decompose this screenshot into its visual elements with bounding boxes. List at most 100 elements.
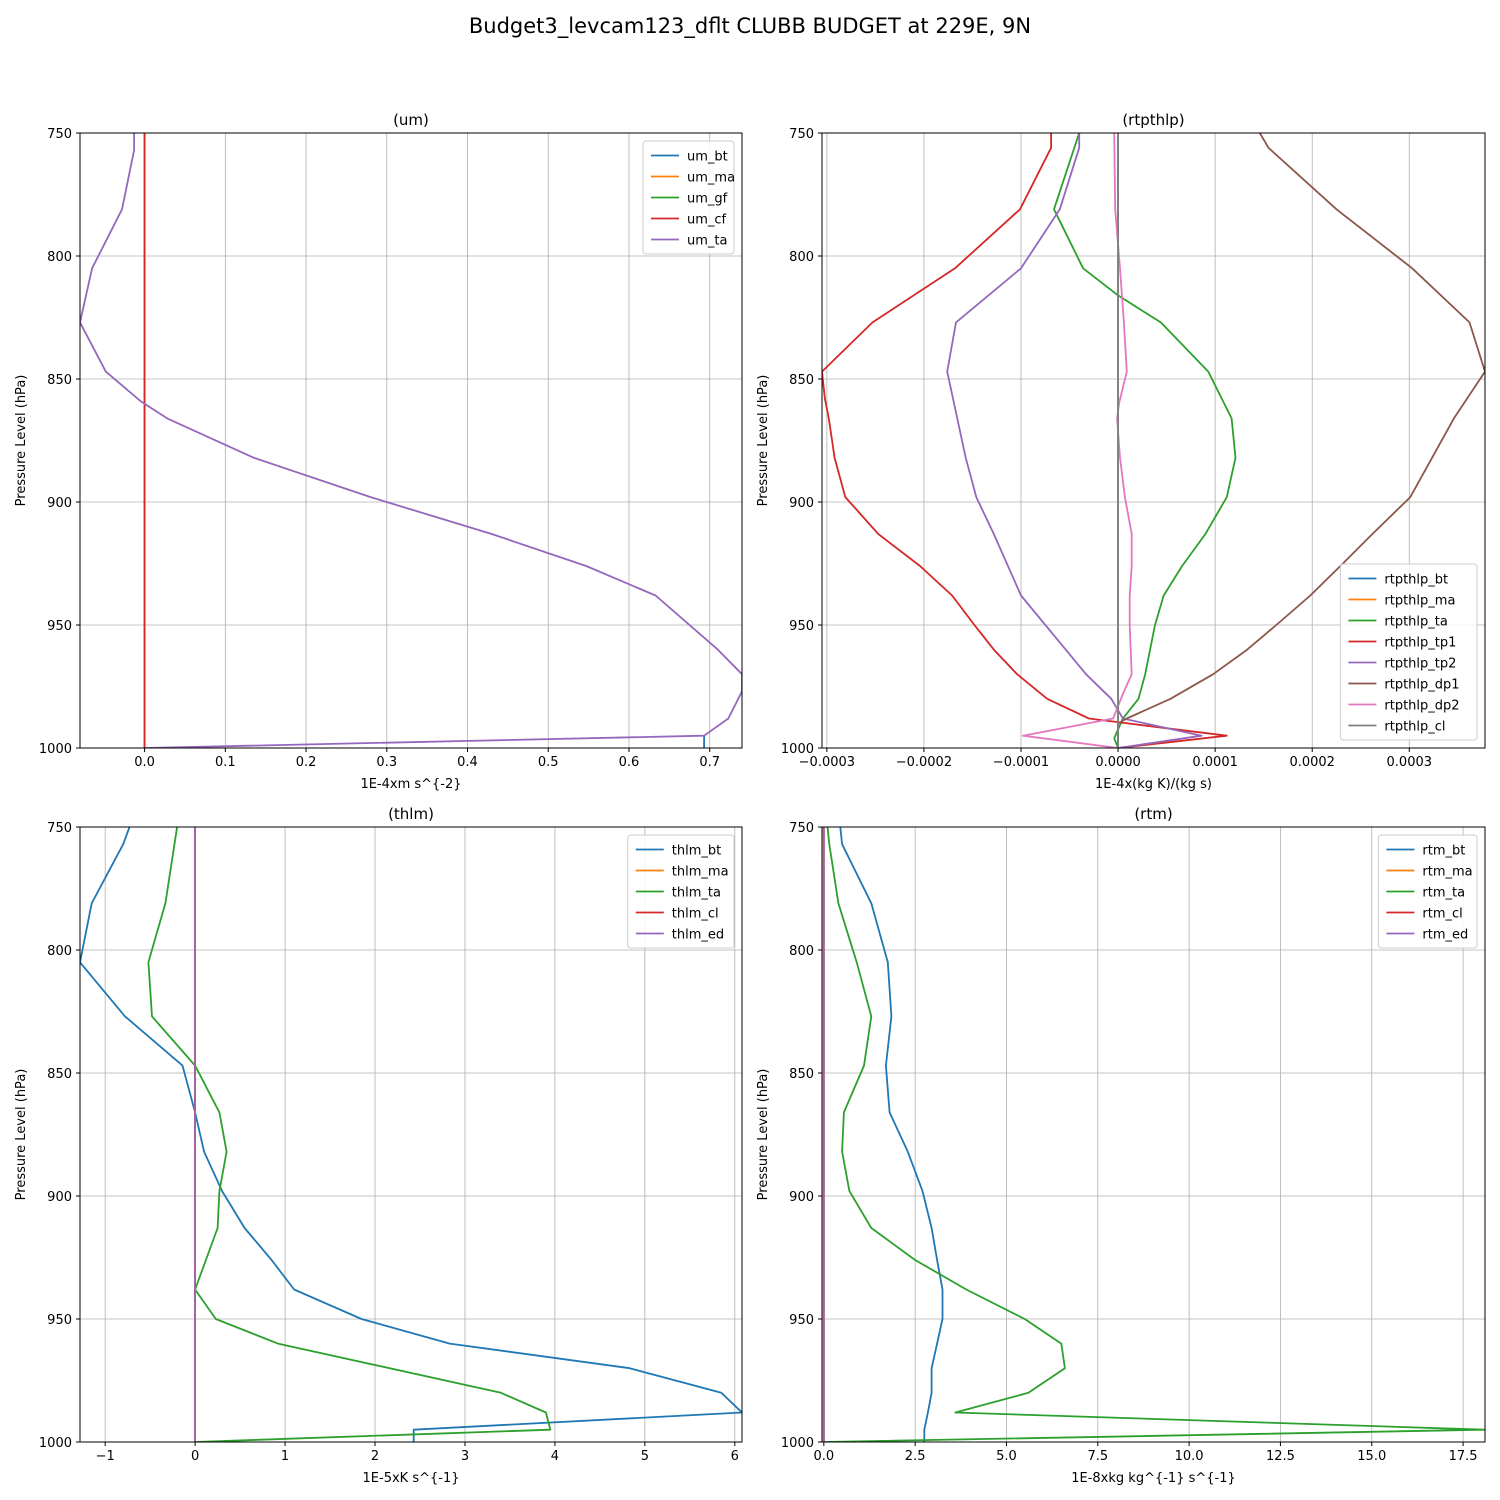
- x-tick-label: 0.5: [538, 755, 559, 770]
- x-tick-label: 0.0001: [1192, 755, 1238, 770]
- y-tick-label: 850: [789, 1067, 814, 1082]
- y-tick-label: 800: [789, 250, 814, 265]
- x-tick-label: −0.0002: [896, 755, 952, 770]
- x-tick-label: 0.0000: [1095, 755, 1141, 770]
- y-axis-label: Pressure Level (hPa): [756, 375, 771, 507]
- series-line-thlm_bt: [80, 827, 742, 1442]
- panel-rtpthlp: −0.0003 −0.0002 −0.0001 0.0000 0.0001 0.0002 0…: [756, 111, 1486, 792]
- x-tick-label: 0: [191, 1449, 199, 1464]
- y-axis-label: Pressure Level (hPa): [14, 375, 29, 507]
- legend-rtpthlp: rtpthlp_bt rtpthlp_ma rtpthlp_ta rtpthlp_tp…: [1339, 563, 1478, 741]
- x-tick-label: 15.0: [1357, 1449, 1386, 1464]
- y-tick-label: 800: [47, 944, 72, 959]
- legend-label-um_ma: um_ma: [687, 171, 735, 186]
- legend-label-rtpthlp_bt: rtpthlp_bt: [1384, 573, 1448, 588]
- legend-box: [642, 140, 735, 255]
- x-tick-label: 0.4: [457, 755, 478, 770]
- series-line-rtpthlp_tp1: [822, 133, 1228, 748]
- panel-rtm: 0.0 2.5 5.0 7.5 10.0 12.5 15.0 17.5 750 800 850 900…: [756, 805, 1486, 1486]
- legend-label-rtm_ed: rtm_ed: [1422, 928, 1468, 943]
- x-tick-label: 0.6: [619, 755, 640, 770]
- legend-rtm: rtm_bt rtm_ma rtm_ta rtm_cl rtm_ed: [1377, 834, 1478, 949]
- grid-thlm: [80, 826, 742, 1443]
- x-tick-label: 0.0003: [1387, 755, 1433, 770]
- x-axis-label: 1E-4xm s^{-2}: [360, 777, 461, 792]
- figure-title: Budget3_levcam123_dflt CLUBB BUDGET at 2…: [468, 14, 1032, 38]
- y-tick-label: 900: [47, 496, 72, 511]
- x-axis-label: 1E-4x(kg K)/(kg s): [1095, 777, 1212, 792]
- x-tick-label: 0.1: [215, 755, 236, 770]
- x-tick-label: −0.0001: [993, 755, 1049, 770]
- series-line-rtm_ta: [823, 827, 1485, 1442]
- y-axis-label: Pressure Level (hPa): [756, 1069, 771, 1201]
- series-group-thlm: [80, 827, 742, 1442]
- plot-frame: [821, 132, 1486, 749]
- x-tick-label: −0.0003: [799, 755, 855, 770]
- y-tick-label: 950: [47, 1313, 72, 1328]
- legend-label-rtm_ta: rtm_ta: [1422, 886, 1465, 901]
- series-line-rtm_bt: [839, 827, 944, 1442]
- y-tick-label: 850: [47, 1067, 72, 1082]
- panel-title: (um): [393, 111, 429, 129]
- legend-label-thlm_ed: thlm_ed: [672, 928, 724, 943]
- y-tick-label: 900: [789, 496, 814, 511]
- x-tick-label: 7.5: [1087, 1449, 1108, 1464]
- plot-frame: [79, 826, 743, 1443]
- legend-label-um_bt: um_bt: [687, 150, 728, 165]
- y-tick-label: 750: [47, 821, 72, 836]
- legend-label-rtm_bt: rtm_bt: [1422, 844, 1465, 859]
- x-tick-label: 4: [551, 1449, 559, 1464]
- legend-label-rtpthlp_dp2: rtpthlp_dp2: [1384, 699, 1459, 714]
- y-tick-label: 850: [789, 373, 814, 388]
- legend-label-rtpthlp_tp2: rtpthlp_tp2: [1384, 657, 1456, 672]
- legend-label-um_cf: um_cf: [687, 213, 727, 228]
- legend-label-thlm_ma: thlm_ma: [672, 865, 729, 880]
- x-tick-label: 1: [281, 1449, 289, 1464]
- panel-thlm: −1 0 1 2 3 4 5 6 750 800 850 900 950 1000 (thlm) 1E-5xK…: [14, 805, 743, 1486]
- y-tick-label: 900: [47, 1190, 72, 1205]
- x-tick-label: 3: [461, 1449, 469, 1464]
- x-axis-label: 1E-5xK s^{-1}: [363, 1471, 460, 1486]
- legend-label-um_ta: um_ta: [687, 234, 727, 249]
- x-tick-label: 2: [371, 1449, 379, 1464]
- y-tick-label: 1000: [781, 1436, 814, 1451]
- panel-title: (thlm): [388, 805, 434, 823]
- series-line-rtpthlp_ta: [1053, 133, 1237, 748]
- series-line-rtpthlp_dp1: [1117, 133, 1485, 748]
- plot-frame: [821, 826, 1486, 1443]
- y-tick-label: 1000: [39, 742, 72, 757]
- x-tick-label: 0.7: [699, 755, 720, 770]
- panel-title: (rtpthlp): [1122, 111, 1184, 129]
- y-axis-label: Pressure Level (hPa): [14, 1069, 29, 1201]
- series-group-rtpthlp: [822, 133, 1485, 748]
- legend-label-rtpthlp_cl: rtpthlp_cl: [1384, 720, 1445, 735]
- y-tick-label: 950: [47, 619, 72, 634]
- series-line-um_ta: [80, 133, 742, 748]
- legend-label-thlm_bt: thlm_bt: [672, 844, 721, 859]
- x-tick-label: 0.0: [134, 755, 155, 770]
- y-tick-label: 800: [47, 250, 72, 265]
- legend-label-thlm_cl: thlm_cl: [672, 907, 719, 922]
- panel-um: 0.0 0.1 0.2 0.3 0.4 0.5 0.6 0.7 750 800 850 900 950 1…: [14, 111, 743, 792]
- x-tick-label: 6: [731, 1449, 739, 1464]
- x-axis-label: 1E-8xkg kg^{-1} s^{-1}: [1071, 1471, 1236, 1486]
- y-tick-label: 900: [789, 1190, 814, 1205]
- legend-label-um_gf: um_gf: [687, 192, 728, 207]
- x-tick-label: 5: [641, 1449, 649, 1464]
- x-tick-label: 0.3: [376, 755, 397, 770]
- series-line-rtpthlp_dp2: [1022, 133, 1133, 748]
- x-tick-label: −1: [96, 1449, 115, 1464]
- y-tick-label: 750: [789, 821, 814, 836]
- y-tick-label: 800: [789, 944, 814, 959]
- x-tick-label: 2.5: [905, 1449, 926, 1464]
- y-tick-label: 950: [789, 619, 814, 634]
- legend-label-rtm_ma: rtm_ma: [1422, 865, 1472, 880]
- y-tick-label: 750: [47, 127, 72, 142]
- panel-title: (rtm): [1134, 805, 1172, 823]
- x-tick-label: 10.0: [1175, 1449, 1204, 1464]
- legend-label-thlm_ta: thlm_ta: [672, 886, 721, 901]
- x-tick-label: 0.2: [296, 755, 317, 770]
- legend-box: [627, 834, 735, 949]
- y-tick-label: 950: [789, 1313, 814, 1328]
- legend-label-rtm_cl: rtm_cl: [1422, 907, 1462, 922]
